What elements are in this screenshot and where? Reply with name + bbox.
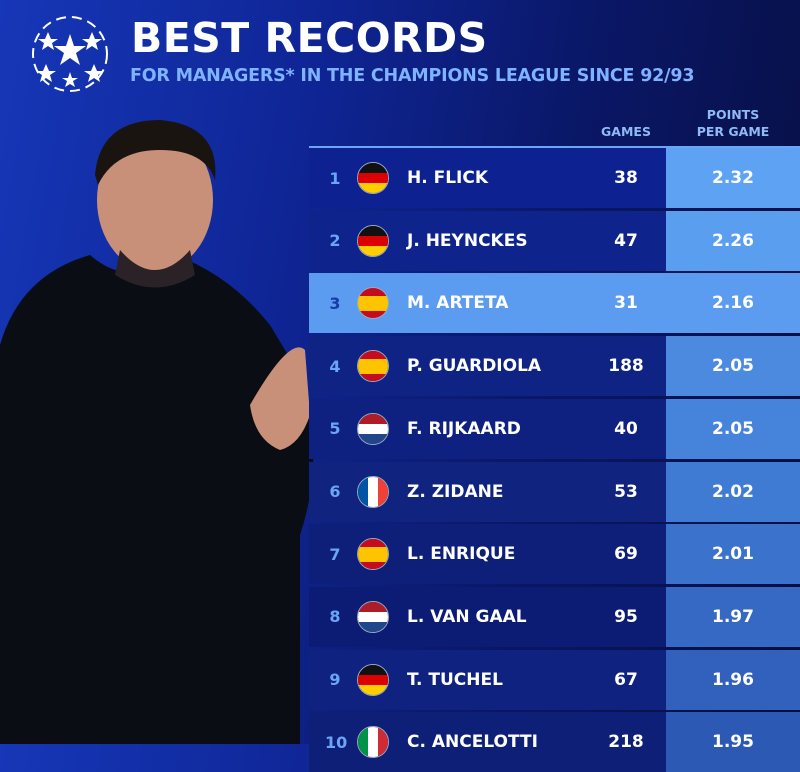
rank-number: 5 <box>329 419 341 439</box>
games-value: 95 <box>614 606 638 627</box>
table-row: 2 J. HEYNCKES 47 2.26 <box>309 210 800 271</box>
flag-germany-icon <box>357 162 389 194</box>
rank-number: 10 <box>325 732 348 752</box>
column-header-points-per-game: POINTS PER GAME <box>696 107 770 139</box>
manager-name: J. HEYNCKES <box>407 230 528 251</box>
flag-spain-icon <box>357 538 389 571</box>
points-per-game-value: 1.96 <box>712 669 754 690</box>
games-value: 47 <box>614 230 638 251</box>
table-row: 3 M. ARTETA 31 2.16 <box>309 273 800 334</box>
ppg-cell-background <box>666 273 800 334</box>
manager-name: T. TUCHEL <box>407 669 503 690</box>
games-value: 69 <box>614 544 638 565</box>
manager-name: M. ARTETA <box>407 293 509 314</box>
points-per-game-value: 2.01 <box>712 544 754 565</box>
ppg-cell-background <box>666 398 800 459</box>
ppg-cell-background <box>666 461 800 522</box>
table-row: 10 C. ANCELOTTI 218 1.95 <box>309 712 800 772</box>
manager-name: P. GUARDIOLA <box>407 356 542 377</box>
flag-germany-icon <box>357 663 389 696</box>
manager-name: F. RIJKAARD <box>407 418 521 439</box>
flag-germany-icon <box>357 224 389 257</box>
ppg-cell-background <box>666 148 800 208</box>
rank-number: 8 <box>329 607 341 627</box>
games-value: 38 <box>614 168 638 188</box>
table-row: 9 T. TUCHEL 67 1.96 <box>309 649 800 710</box>
games-value: 67 <box>614 669 638 690</box>
flag-netherlands-icon <box>357 600 389 633</box>
rank-number: 2 <box>329 231 341 251</box>
games-value: 218 <box>608 732 644 753</box>
points-per-game-value: 2.26 <box>712 230 754 251</box>
games-value: 40 <box>614 418 638 439</box>
rank-number: 9 <box>329 670 341 690</box>
table-row: 6 Z. ZIDANE 53 2.02 <box>309 461 800 522</box>
rank-number: 1 <box>329 168 341 188</box>
manager-photo <box>0 120 314 744</box>
ppg-cell-background <box>666 524 800 585</box>
table-row: 4 P. GUARDIOLA 188 2.05 <box>309 336 800 397</box>
manager-name: Z. ZIDANE <box>407 481 504 502</box>
manager-name: C. ANCELOTTI <box>407 732 538 753</box>
manager-name: L. VAN GAAL <box>407 606 527 627</box>
ppg-cell-background <box>666 586 800 647</box>
points-per-game-value: 2.05 <box>712 418 754 439</box>
ppg-cell-background <box>666 649 800 710</box>
champions-league-starball-logo <box>32 16 108 92</box>
flag-netherlands-icon <box>357 412 389 445</box>
flag-spain-icon <box>357 287 389 320</box>
games-value: 53 <box>614 481 638 502</box>
page-title: BEST RECORDS <box>131 14 488 62</box>
flag-spain-icon <box>357 350 389 383</box>
flag-france-icon <box>357 475 389 508</box>
points-per-game-value: 1.95 <box>712 732 754 753</box>
rank-number: 4 <box>329 356 341 376</box>
table-row: 5 F. RIJKAARD 40 2.05 <box>309 398 800 459</box>
points-per-game-value: 2.32 <box>712 168 754 188</box>
table-row: 1 H. FLICK 38 2.32 <box>309 148 800 208</box>
rank-number: 3 <box>329 293 341 313</box>
page-subtitle: FOR MANAGERS* IN THE CHAMPIONS LEAGUE SI… <box>130 66 695 86</box>
table-row: 7 L. ENRIQUE 69 2.01 <box>309 524 800 585</box>
points-per-game-value: 1.97 <box>712 606 754 627</box>
points-per-game-value: 2.02 <box>712 481 754 502</box>
points-per-game-value: 2.05 <box>712 356 754 377</box>
points-per-game-value: 2.16 <box>712 293 754 314</box>
games-value: 188 <box>608 356 644 377</box>
ppg-cell-background <box>666 210 800 271</box>
manager-name: L. ENRIQUE <box>407 544 516 565</box>
table-top-line <box>309 146 800 148</box>
table-row: 8 L. VAN GAAL 95 1.97 <box>309 586 800 647</box>
ppg-cell-background <box>666 336 800 397</box>
manager-name: H. FLICK <box>407 168 489 188</box>
games-value: 31 <box>614 293 638 314</box>
column-header-games: GAMES <box>601 124 651 139</box>
rank-number: 6 <box>329 482 341 501</box>
rank-number: 7 <box>329 544 341 564</box>
